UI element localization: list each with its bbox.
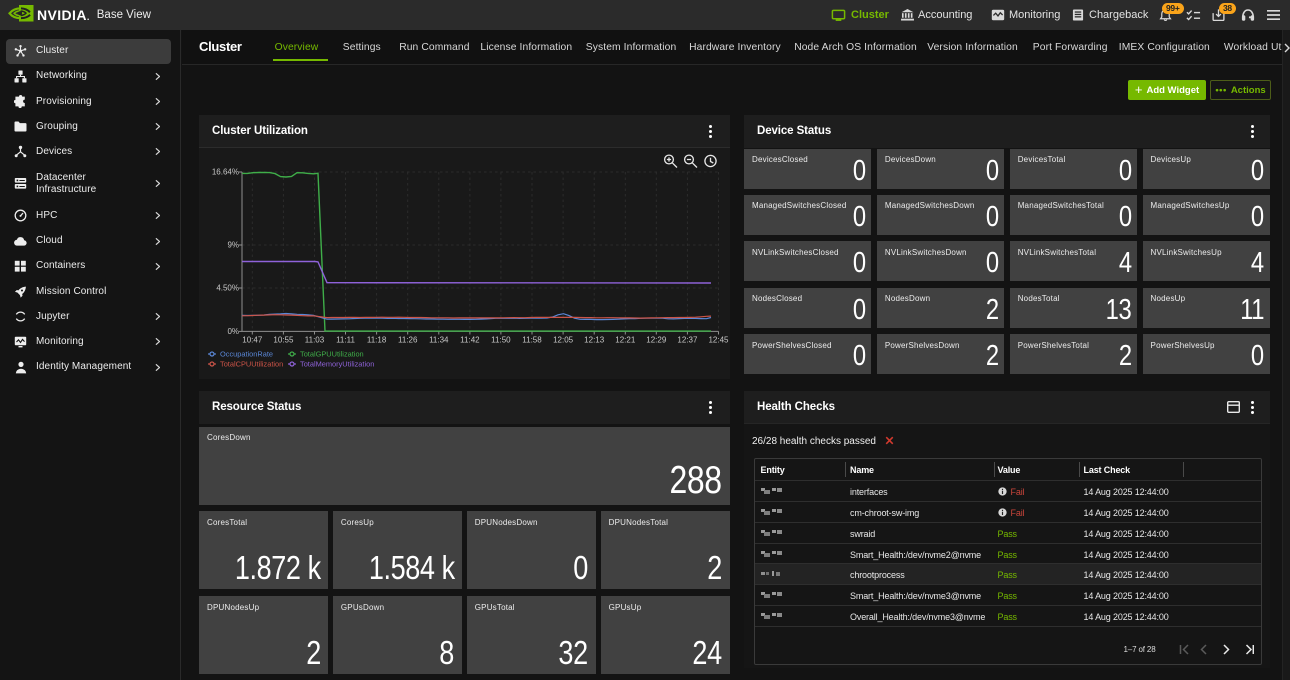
svg-text:11:18: 11:18	[367, 336, 387, 345]
svg-text:0%: 0%	[227, 327, 239, 336]
svg-text:12:13: 12:13	[584, 336, 605, 345]
svg-text:11:11: 11:11	[336, 336, 355, 345]
svg-text:12:37: 12:37	[677, 336, 698, 345]
svg-text:4.50%: 4.50%	[216, 284, 239, 293]
svg-text:12:29: 12:29	[646, 336, 667, 345]
svg-text:11:03: 11:03	[305, 336, 325, 345]
svg-text:TotalMemoryUtilization: TotalMemoryUtilization	[300, 360, 374, 369]
svg-text:11:26: 11:26	[398, 336, 418, 345]
svg-text:11:34: 11:34	[429, 336, 449, 345]
svg-text:OccupationRate: OccupationRate	[220, 350, 273, 359]
svg-text:10:47: 10:47	[242, 336, 263, 345]
svg-text:11:50: 11:50	[491, 336, 511, 345]
svg-text:10:55: 10:55	[273, 336, 294, 345]
svg-text:TotalCPUUtilization: TotalCPUUtilization	[220, 360, 283, 369]
svg-text:12:05: 12:05	[553, 336, 574, 345]
svg-text:12:21: 12:21	[615, 336, 636, 345]
svg-text:11:42: 11:42	[460, 336, 480, 345]
svg-text:12:45: 12:45	[708, 336, 729, 345]
svg-text:11:58: 11:58	[522, 336, 542, 345]
svg-text:16.64%: 16.64%	[212, 168, 239, 177]
svg-text:9%: 9%	[227, 241, 239, 250]
svg-text:TotalGPUUtilization: TotalGPUUtilization	[300, 350, 364, 359]
